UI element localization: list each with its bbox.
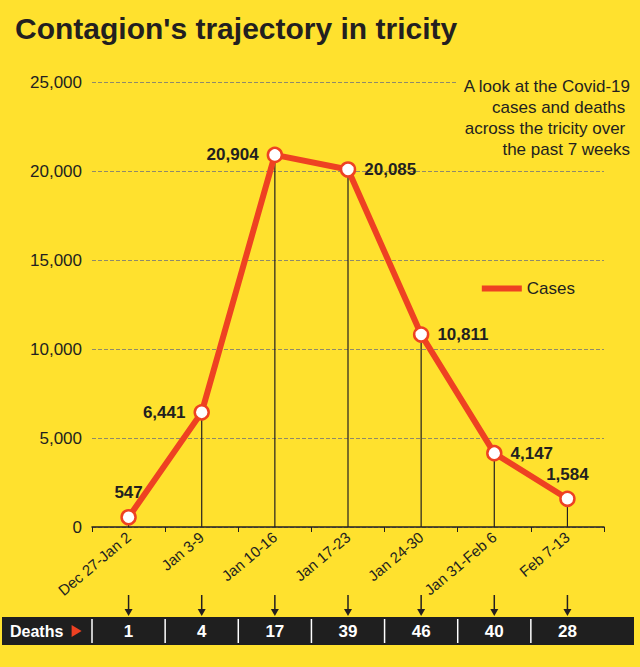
- svg-text:20,000: 20,000: [30, 162, 82, 181]
- svg-text:6,441: 6,441: [143, 403, 186, 422]
- svg-text:4: 4: [197, 622, 207, 641]
- svg-text:A look at the Covid-19: A look at the Covid-19: [464, 77, 630, 96]
- svg-text:10,000: 10,000: [30, 340, 82, 359]
- svg-text:across the tricity over: across the tricity over: [465, 119, 630, 138]
- svg-text:Feb 7-13: Feb 7-13: [516, 528, 573, 580]
- svg-text:5,000: 5,000: [39, 429, 82, 448]
- svg-text:Jan 10-16: Jan 10-16: [218, 528, 280, 584]
- svg-text:20,085: 20,085: [364, 160, 416, 179]
- svg-text:Jan 31-Feb 6: Jan 31-Feb 6: [421, 528, 500, 598]
- svg-text:Jan 3-9: Jan 3-9: [158, 528, 207, 573]
- svg-text:28: 28: [558, 622, 577, 641]
- svg-text:40: 40: [485, 622, 504, 641]
- svg-text:547: 547: [114, 483, 142, 502]
- svg-text:46: 46: [412, 622, 431, 641]
- svg-text:Cases: Cases: [527, 279, 575, 298]
- svg-text:the past 7 weeks: the past 7 weeks: [502, 140, 630, 159]
- svg-text:Contagion's trajectory in tric: Contagion's trajectory in tricity: [15, 12, 458, 45]
- svg-text:39: 39: [339, 622, 358, 641]
- svg-text:Jan 17-23: Jan 17-23: [291, 528, 353, 584]
- svg-text:25,000: 25,000: [30, 73, 82, 92]
- svg-text:Dec 27-Jan 2: Dec 27-Jan 2: [55, 528, 134, 598]
- svg-text:0: 0: [73, 518, 82, 537]
- svg-text:Deaths: Deaths: [10, 623, 63, 640]
- svg-text:10,811: 10,811: [437, 325, 488, 344]
- svg-text:Jan 24-30: Jan 24-30: [365, 528, 427, 584]
- svg-text:17: 17: [265, 622, 284, 641]
- svg-text:15,000: 15,000: [30, 251, 82, 270]
- svg-text:20,904: 20,904: [207, 145, 260, 164]
- svg-text:1,584: 1,584: [546, 465, 589, 484]
- svg-text:4,147: 4,147: [511, 444, 554, 463]
- svg-text:cases and deaths: cases and deaths: [487, 98, 630, 117]
- svg-text:1: 1: [124, 622, 133, 641]
